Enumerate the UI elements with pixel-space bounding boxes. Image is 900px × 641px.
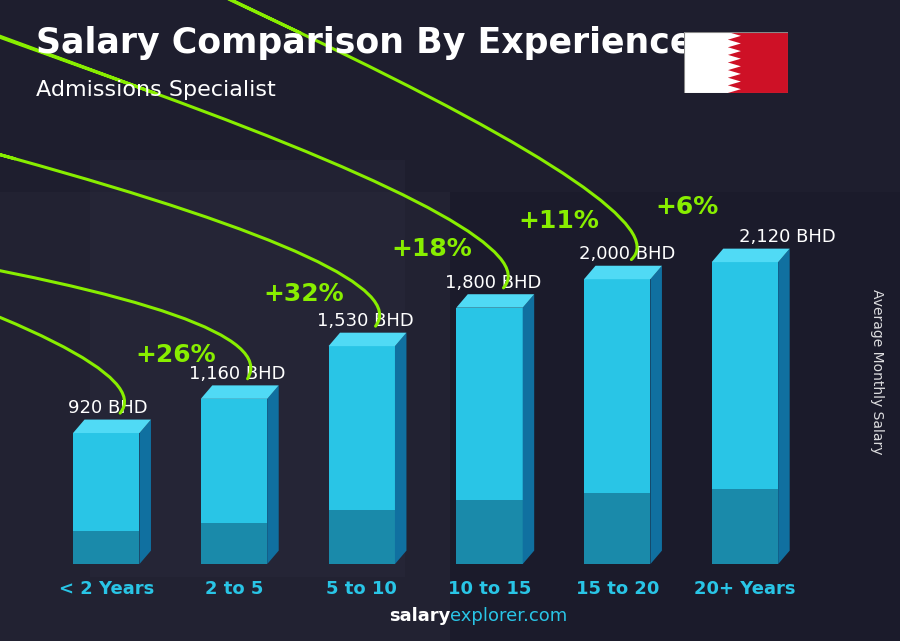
Text: 1,530 BHD: 1,530 BHD	[317, 312, 414, 330]
Bar	[712, 262, 778, 488]
Bar	[584, 279, 651, 493]
Polygon shape	[651, 266, 661, 564]
Bar	[0, 192, 450, 641]
Text: Admissions Specialist: Admissions Specialist	[36, 80, 275, 100]
Text: Average Monthly Salary: Average Monthly Salary	[870, 289, 885, 454]
Polygon shape	[201, 385, 279, 399]
Polygon shape	[728, 47, 741, 55]
Text: 2,000 BHD: 2,000 BHD	[579, 245, 675, 263]
Text: +11%: +11%	[518, 209, 599, 233]
Text: 1,160 BHD: 1,160 BHD	[189, 365, 286, 383]
Bar	[328, 346, 395, 510]
Polygon shape	[728, 55, 741, 63]
Bar	[73, 531, 140, 564]
Text: < 2 Years: < 2 Years	[58, 581, 154, 599]
Bar	[456, 308, 523, 500]
Polygon shape	[395, 333, 407, 564]
Polygon shape	[584, 266, 662, 279]
Polygon shape	[456, 294, 535, 308]
Text: 2 to 5: 2 to 5	[205, 581, 263, 599]
Polygon shape	[267, 385, 279, 564]
Text: Salary Comparison By Experience: Salary Comparison By Experience	[36, 26, 693, 60]
Polygon shape	[140, 420, 151, 564]
Polygon shape	[728, 40, 741, 47]
Bar	[73, 433, 140, 531]
Polygon shape	[728, 70, 741, 78]
Bar	[328, 510, 395, 564]
Text: 15 to 20: 15 to 20	[575, 581, 659, 599]
Polygon shape	[728, 32, 741, 40]
Bar	[584, 493, 651, 564]
Bar	[201, 523, 267, 564]
Text: explorer.com: explorer.com	[450, 607, 567, 625]
Text: 10 to 15: 10 to 15	[448, 581, 531, 599]
Bar	[728, 32, 788, 93]
Bar	[90, 160, 405, 577]
Polygon shape	[523, 294, 535, 564]
Text: 5 to 10: 5 to 10	[327, 581, 397, 599]
Bar	[712, 488, 778, 564]
Polygon shape	[73, 420, 151, 433]
Text: +26%: +26%	[136, 343, 216, 367]
Text: +18%: +18%	[391, 237, 472, 262]
Bar	[450, 192, 900, 641]
Text: +6%: +6%	[655, 195, 718, 219]
Text: 1,800 BHD: 1,800 BHD	[445, 274, 541, 292]
Text: salary: salary	[389, 607, 450, 625]
Bar	[456, 500, 523, 564]
Polygon shape	[728, 78, 741, 85]
Text: 920 BHD: 920 BHD	[68, 399, 148, 417]
Text: 20+ Years: 20+ Years	[694, 581, 796, 599]
Polygon shape	[328, 333, 407, 346]
Bar	[201, 399, 267, 523]
Polygon shape	[728, 63, 741, 70]
Bar	[684, 32, 728, 93]
Text: +32%: +32%	[264, 281, 344, 306]
Polygon shape	[712, 249, 789, 262]
Text: 2,120 BHD: 2,120 BHD	[739, 228, 835, 246]
Polygon shape	[728, 85, 741, 93]
Polygon shape	[778, 249, 789, 564]
